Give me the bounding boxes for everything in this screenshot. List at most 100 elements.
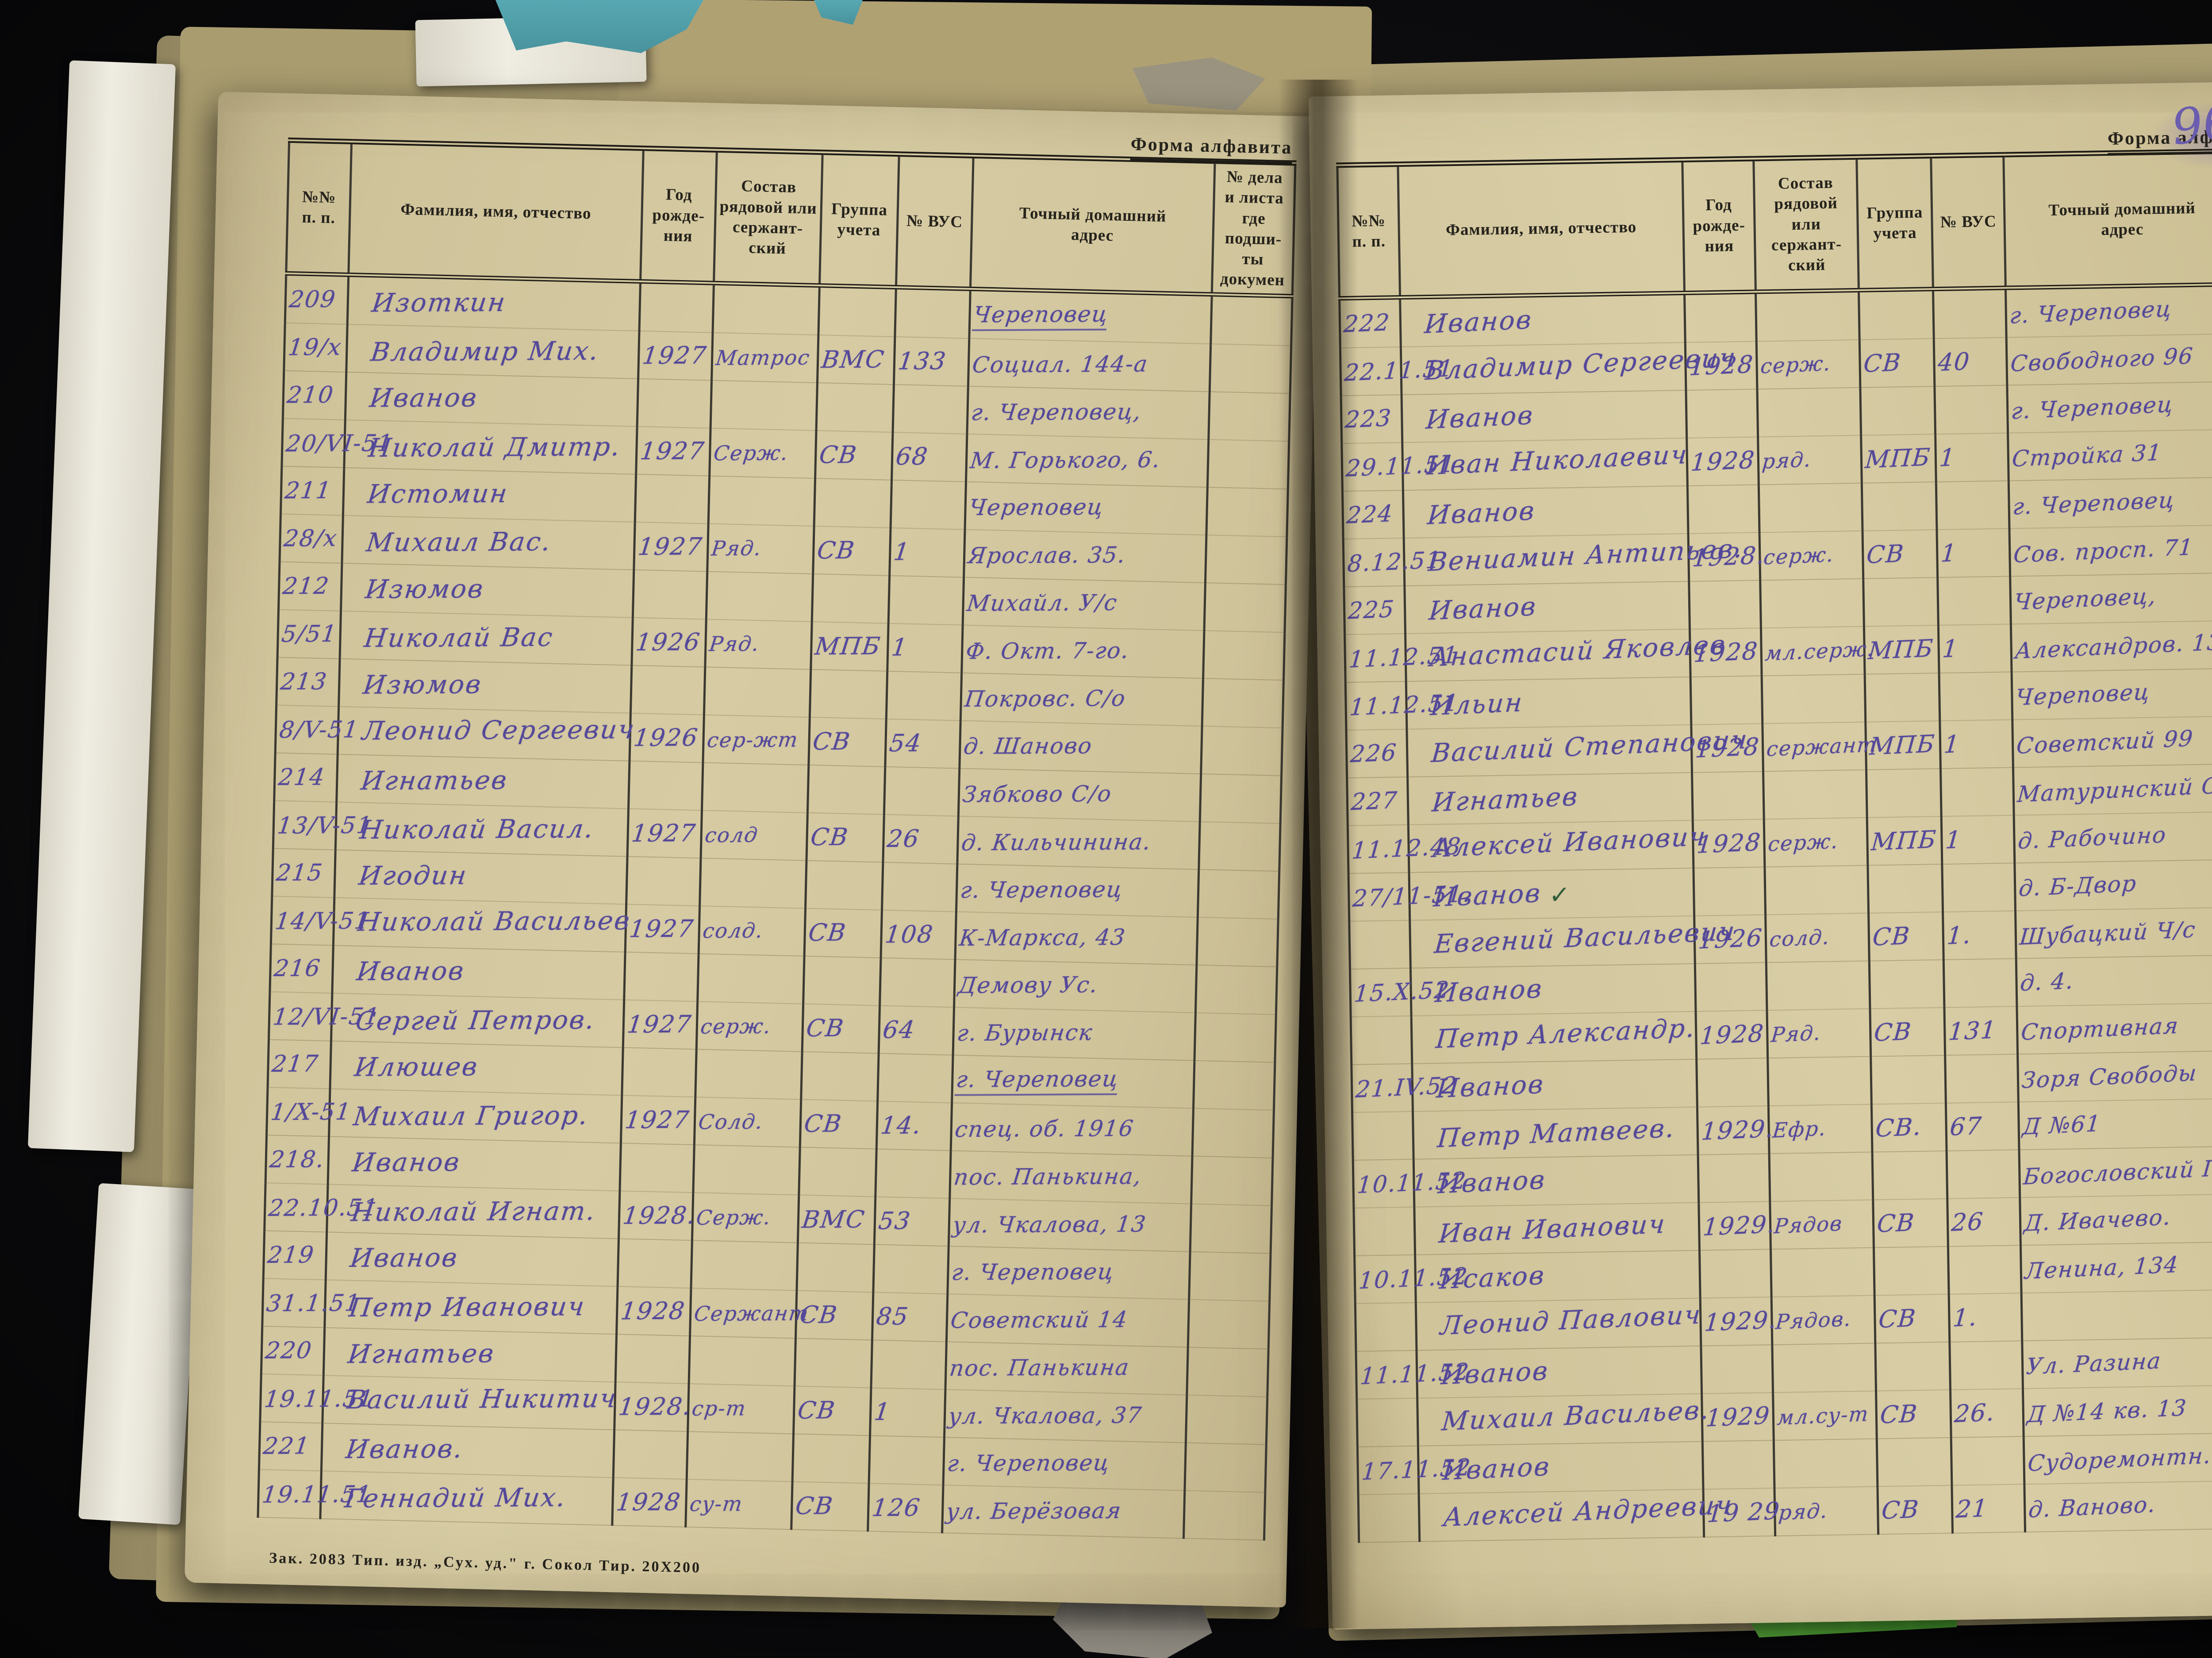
cell-number: 224 <box>1342 490 1404 539</box>
cell-group: ВМС <box>798 1195 876 1244</box>
cell-group <box>1859 289 1934 340</box>
cell-rank <box>1768 1056 1872 1106</box>
cell-number: 212 <box>278 562 342 611</box>
cell-group <box>792 1433 870 1483</box>
cell-group: СВ <box>795 1290 873 1340</box>
cell-birth-year <box>1684 291 1757 342</box>
cell-rank: Ряд. <box>1767 1008 1871 1058</box>
cell-file-number <box>1198 821 1281 871</box>
cell-name: Иван Иванович <box>1414 1202 1700 1255</box>
cell-address: г. Череповец <box>947 1246 1190 1300</box>
cell-rank: Серж. <box>692 1192 799 1243</box>
cell-birth-year <box>622 1047 697 1097</box>
cell-group: СВ <box>802 1004 880 1054</box>
cell-rank <box>1772 1343 1876 1393</box>
cell-number: 223 <box>1341 394 1403 443</box>
cell-group: СВ <box>808 717 886 767</box>
cell-birth-year: 1927 <box>636 426 710 476</box>
cell-group: МПБ <box>1867 816 1943 866</box>
cell-file-number <box>1203 630 1285 680</box>
cell-group: МПБ <box>1865 720 1941 770</box>
cell-name: Иванов <box>1403 485 1688 538</box>
cell-number <box>1351 1016 1413 1065</box>
cell-name: Иванов <box>345 372 638 427</box>
cell-birth-year <box>635 474 710 524</box>
cell-address: пос. Панькина <box>945 1341 1188 1395</box>
cell-birth-year <box>639 281 714 333</box>
cell-number: 13/V-51 <box>273 800 374 850</box>
register-table-left: №№ п. п. Фамилия, имя, отчество Год рожд… <box>257 138 1296 1540</box>
cell-rank <box>697 953 804 1004</box>
cell-rank <box>1762 674 1866 723</box>
cell-group <box>811 573 890 623</box>
cell-name: Василий Степанович <box>1407 724 1750 777</box>
cell-birth-year <box>624 952 699 1001</box>
cell-vus <box>890 480 966 530</box>
cell-vus: 1 <box>1938 623 2012 673</box>
cell-group <box>1875 1342 1951 1391</box>
cell-number: 19.11.51 <box>257 1469 373 1519</box>
cell-group <box>1877 1437 1952 1486</box>
cell-rank: мл.су-т <box>1773 1390 1877 1440</box>
cell-address: Покровс. С/о <box>960 673 1203 726</box>
cell-vus <box>1948 1245 2022 1294</box>
table-body: 209 Изоткин Череповец 19/х Владимир Мих.… <box>257 273 1293 1540</box>
cell-file-number <box>1196 917 1279 967</box>
table-header-row: №№ п. п. Фамилия, имя, отчество Год рожд… <box>286 140 1296 296</box>
cell-vus: 1 <box>870 1387 945 1437</box>
cell-name: Игнатьев <box>1407 772 1693 825</box>
cell-birth-year <box>615 1334 690 1384</box>
cell-file-number <box>1204 582 1286 632</box>
cell-name: Илюшев <box>330 1041 623 1095</box>
cell-birth-year: 1927 <box>634 522 709 572</box>
column-header: Группа учета <box>819 152 899 287</box>
cell-address: г. Череповец <box>956 864 1199 917</box>
cell-number: 15.X.52 <box>1350 968 1451 1017</box>
column-header: Точный домашний адрес <box>970 155 1215 294</box>
cell-name: Василий Никитич <box>322 1375 619 1430</box>
white-paper-slip <box>78 1183 200 1525</box>
cell-address: Сов. просп. 71 <box>2009 524 2212 577</box>
cell-group: СВ <box>791 1481 869 1531</box>
column-header: Год рожде- ния <box>1682 158 1756 293</box>
cell-birth-year: 1927 <box>623 1000 698 1049</box>
cell-number: 209 <box>285 273 349 324</box>
cell-vus: 131 <box>1944 1006 2018 1055</box>
cell-rank <box>708 476 815 526</box>
cell-vus <box>1950 1340 2023 1390</box>
cell-rank: Ряд. <box>705 619 812 669</box>
cell-vus <box>1947 1149 2020 1199</box>
cell-number: 11.11.52 <box>1356 1350 1471 1399</box>
cell-rank: су-т <box>685 1479 792 1529</box>
cell-address: Стройка 31 <box>2008 429 2212 481</box>
cell-rank: сержант <box>1763 722 1878 771</box>
cell-name: Николай Васильев <box>333 897 633 952</box>
cell-rank: солд <box>700 810 808 861</box>
cell-name: Николай Дмитр. <box>344 419 637 474</box>
cell-group <box>1874 1246 1949 1296</box>
cell-address: Ярослав. 35. <box>964 529 1206 583</box>
cell-name: Михаил Григор. <box>329 1088 622 1143</box>
cell-rank <box>1765 865 1869 915</box>
cell-number: 20/VI-51 <box>281 418 395 468</box>
cell-vus: 133 <box>894 336 969 386</box>
cell-number: 215 <box>272 848 336 898</box>
cell-address: г. Череповец <box>2008 477 2212 529</box>
cell-number <box>1352 1111 1414 1160</box>
cell-number: 222 <box>1339 297 1401 348</box>
cell-name: Иванов <box>332 945 625 1000</box>
cell-address: К-Маркса, 43 <box>955 912 1198 965</box>
cell-rank <box>1769 1152 1873 1201</box>
cell-group <box>794 1338 872 1388</box>
cell-rank <box>1770 1247 1875 1297</box>
cell-number: 17.11.52 <box>1357 1446 1472 1495</box>
cell-birth-year: 1926 <box>629 713 704 762</box>
cell-group <box>814 478 892 528</box>
cell-file-number <box>1195 965 1277 1015</box>
cell-group <box>1870 1055 1946 1104</box>
cell-number: 213 <box>276 657 340 707</box>
cell-rank <box>712 283 820 335</box>
cell-address: Свободного 96 <box>2006 333 2212 385</box>
column-header: Группа учета <box>1856 156 1933 290</box>
